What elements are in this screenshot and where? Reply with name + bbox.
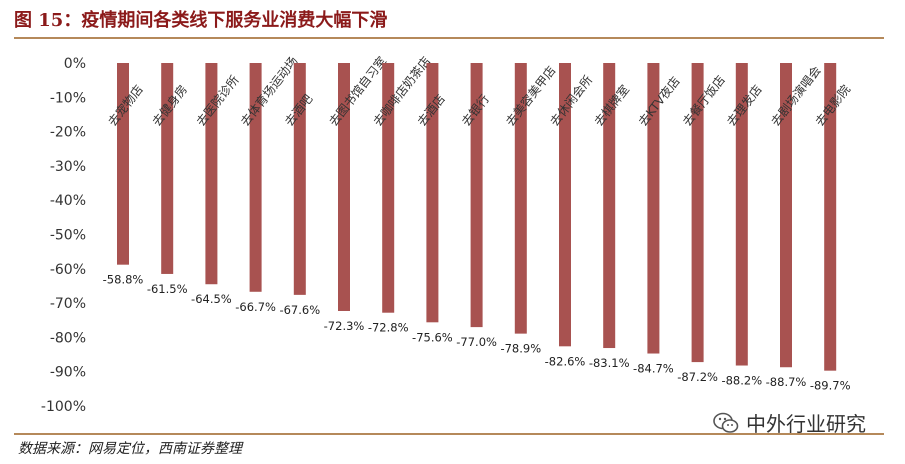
bar — [603, 63, 616, 349]
data-label: -87.2% — [677, 370, 718, 384]
bar — [824, 63, 837, 371]
bar — [647, 63, 660, 354]
bar — [426, 63, 439, 323]
y-tick-label: -20% — [50, 125, 86, 141]
y-tick-label: -30% — [50, 159, 86, 175]
bar — [293, 63, 306, 295]
bar — [780, 63, 792, 368]
bar — [735, 63, 748, 366]
data-label: -61.5% — [147, 282, 188, 296]
bar — [514, 63, 527, 334]
bar-chart: 0% -10% -20% -30% -40% -50% -60% -70% -80% -90% -1… — [41, 53, 853, 415]
y-tick-label: -60% — [50, 262, 86, 278]
bar — [470, 63, 483, 328]
y-tick-label: 0% — [64, 56, 86, 72]
data-label: -64.5% — [191, 292, 232, 306]
data-label: -89.7% — [810, 379, 851, 393]
watermark-text: 中外行业研究 — [746, 412, 866, 436]
data-label: -67.6% — [279, 303, 320, 317]
category-label: 去医院诊所 — [194, 73, 242, 129]
footer-divider — [14, 433, 884, 435]
chart-title: 图 15：疫情期间各类线下服务业消费大幅下滑 — [14, 10, 388, 31]
bar — [338, 63, 350, 311]
bar — [249, 63, 262, 292]
bar — [161, 63, 174, 274]
title-divider — [14, 37, 884, 39]
bar — [382, 63, 395, 313]
data-label: -72.8% — [368, 321, 409, 335]
data-label: -72.3% — [324, 319, 365, 333]
data-source: 数据来源：网易定位，西南证券整理 — [18, 441, 242, 457]
y-tick-label: -40% — [50, 193, 86, 209]
bar — [117, 63, 129, 265]
watermark: 中外行业研究 — [712, 408, 866, 437]
data-label: -77.0% — [456, 335, 497, 349]
data-label: -78.9% — [500, 342, 541, 356]
y-tick-label: -10% — [50, 90, 86, 106]
data-label: -88.7% — [766, 375, 807, 389]
data-label: -83.1% — [589, 356, 630, 370]
y-tick-label: -50% — [50, 228, 86, 244]
data-label: -58.8% — [103, 273, 144, 287]
y-tick-label: -100% — [41, 399, 86, 415]
data-label: -82.6% — [545, 354, 586, 368]
y-tick-label: -70% — [50, 296, 86, 312]
y-tick-label: -80% — [50, 330, 86, 346]
wechat-icon — [713, 412, 739, 433]
category-label: 去休闲会所 — [547, 73, 595, 129]
bar — [691, 63, 704, 363]
data-label: -88.2% — [721, 374, 762, 388]
y-tick-label: -90% — [50, 365, 86, 381]
data-label: -66.7% — [235, 300, 276, 314]
data-label: -84.7% — [633, 362, 674, 376]
data-label: -75.6% — [412, 330, 453, 344]
bar — [559, 63, 571, 347]
bar — [205, 63, 218, 285]
